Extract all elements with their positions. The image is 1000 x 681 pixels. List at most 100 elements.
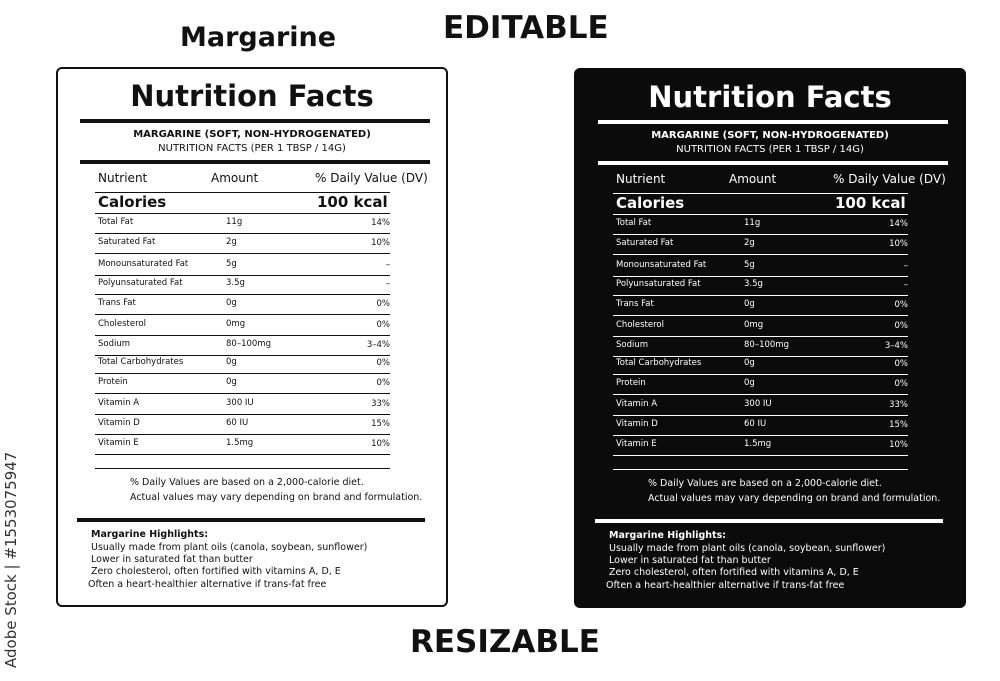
nutrient-name: Sodium bbox=[616, 340, 649, 350]
nutrient-name: Vitamin A bbox=[616, 399, 658, 409]
row-divider bbox=[95, 393, 390, 394]
nutrient-dv: 0% bbox=[894, 379, 909, 389]
divider-thick bbox=[77, 518, 425, 522]
highlight-item: Zero cholesterol, often fortified with v… bbox=[609, 567, 859, 578]
row-divider bbox=[613, 276, 908, 277]
divider-thick bbox=[80, 160, 430, 164]
nutrient-amount: 80–100mg bbox=[744, 340, 789, 350]
nutrient-name: Total Carbohydrates bbox=[98, 357, 184, 367]
nutrient-name: Vitamin E bbox=[616, 439, 657, 449]
nutrient-amount: 2g bbox=[226, 237, 237, 247]
footnote: % Daily Values are based on a 2,000-calo… bbox=[130, 477, 364, 488]
nutrient-amount: 5g bbox=[744, 260, 755, 270]
calories-label: Calories bbox=[98, 193, 167, 211]
resizable-caption: RESIZABLE bbox=[410, 624, 600, 660]
column-header-amount: Amount bbox=[729, 172, 777, 186]
nutrient-dv: 33% bbox=[889, 400, 908, 410]
nutrient-name: Sodium bbox=[98, 339, 131, 349]
nutrient-dv: 0% bbox=[376, 320, 391, 330]
divider-thick bbox=[598, 161, 948, 165]
highlight-item: Often a heart-healthier alternative if t… bbox=[88, 579, 327, 590]
row-divider bbox=[95, 414, 390, 415]
nutrient-dv: 10% bbox=[371, 238, 390, 248]
nutrient-amount: 5g bbox=[226, 259, 237, 269]
nutrient-amount: 0g bbox=[226, 298, 237, 308]
editable-caption: EDITABLE bbox=[443, 10, 609, 46]
nutrient-name: Monounsaturated Fat bbox=[98, 259, 189, 269]
nutrient-name: Polyunsaturated Fat bbox=[616, 279, 701, 289]
nutrient-name: Trans Fat bbox=[616, 299, 654, 309]
highlight-item: Lower in saturated fat than butter bbox=[609, 555, 771, 566]
nutrient-amount: 3.5g bbox=[226, 278, 245, 288]
nutrient-dv: 3–4% bbox=[366, 340, 390, 350]
highlight-item: Zero cholesterol, often fortified with v… bbox=[91, 566, 341, 577]
nutrient-amount: 11g bbox=[226, 217, 243, 227]
row-divider bbox=[613, 435, 908, 436]
nutrient-dv: 33% bbox=[371, 399, 390, 409]
highlight-item: Usually made from plant oils (canola, so… bbox=[609, 543, 886, 554]
nutrient-dv: 0% bbox=[376, 358, 391, 368]
product-subtitle: MARGARINE (SOFT, NON-HYDROGENATED) bbox=[651, 130, 889, 141]
calories-label: Calories bbox=[616, 194, 685, 212]
footnote: Actual values may vary depending on bran… bbox=[648, 493, 941, 504]
nutrient-amount: 80–100mg bbox=[226, 339, 271, 349]
nutrient-amount: 1.5mg bbox=[744, 439, 772, 449]
divider bbox=[95, 213, 390, 214]
calories-value: 100 kcal bbox=[835, 194, 906, 212]
nutrient-dv: 15% bbox=[371, 419, 390, 429]
nutrient-dv: 0% bbox=[894, 321, 909, 331]
nutrient-amount: 11g bbox=[744, 218, 761, 228]
divider bbox=[613, 469, 908, 470]
stock-watermark: Adobe Stock | #1553075947 bbox=[2, 451, 20, 668]
row-divider bbox=[613, 415, 908, 416]
nutrient-amount: 0g bbox=[744, 358, 755, 368]
nutrient-dv: 0% bbox=[376, 299, 391, 309]
calories-value: 100 kcal bbox=[317, 193, 388, 211]
row-divider bbox=[613, 254, 908, 255]
column-header-nutrient: Nutrient bbox=[616, 172, 666, 186]
nutrient-amount: 0mg bbox=[744, 320, 764, 330]
divider-thick bbox=[598, 120, 948, 124]
nutrient-dv: 0% bbox=[376, 378, 391, 388]
row-divider bbox=[613, 336, 908, 337]
row-divider bbox=[95, 233, 390, 234]
nutrient-name: Vitamin D bbox=[98, 418, 140, 428]
nutrient-name: Total Fat bbox=[98, 217, 134, 227]
divider bbox=[95, 468, 390, 469]
divider-thick bbox=[80, 119, 430, 123]
highlight-item: Lower in saturated fat than butter bbox=[91, 554, 253, 565]
nutrient-dv: 0% bbox=[894, 359, 909, 369]
row-divider bbox=[95, 275, 390, 276]
nutrient-name: Total Fat bbox=[616, 218, 652, 228]
product-subtitle: MARGARINE (SOFT, NON-HYDROGENATED) bbox=[133, 129, 371, 140]
column-header-amount: Amount bbox=[211, 171, 259, 185]
row-divider bbox=[95, 253, 390, 254]
footnote: % Daily Values are based on a 2,000-calo… bbox=[648, 478, 882, 489]
nutrient-amount: 0g bbox=[226, 357, 237, 367]
product-title: Margarine bbox=[180, 22, 337, 53]
nutrient-name: Vitamin E bbox=[98, 438, 139, 448]
column-header-nutrient: Nutrient bbox=[98, 171, 148, 185]
serving-info: NUTRITION FACTS (PER 1 TBSP / 14G) bbox=[158, 143, 346, 154]
nutrition-label-light: Nutrition Facts MARGARINE (SOFT, NON-HYDR… bbox=[56, 67, 448, 607]
nutrient-name: Cholesterol bbox=[616, 320, 664, 330]
column-header-dv: % Daily Value (DV) bbox=[833, 172, 946, 186]
highlights-title: Margarine Highlights: bbox=[91, 529, 209, 540]
nutrient-amount: 0mg bbox=[226, 319, 246, 329]
row-divider bbox=[95, 434, 390, 435]
nutrient-amount: 0g bbox=[744, 299, 755, 309]
highlights-title: Margarine Highlights: bbox=[609, 530, 727, 541]
row-divider bbox=[95, 355, 390, 356]
nutrient-dv: 10% bbox=[889, 440, 908, 450]
divider-thick bbox=[595, 519, 943, 523]
nutrient-dv: – bbox=[385, 260, 390, 270]
nutrition-label-dark: Nutrition Facts MARGARINE (SOFT, NON-HYDR… bbox=[574, 68, 966, 608]
row-divider bbox=[613, 356, 908, 357]
row-divider bbox=[95, 314, 390, 315]
nutrient-name: Protein bbox=[98, 377, 128, 387]
nutrient-name: Monounsaturated Fat bbox=[616, 260, 707, 270]
nutrient-amount: 300 IU bbox=[226, 398, 254, 408]
highlight-item: Usually made from plant oils (canola, so… bbox=[91, 542, 368, 553]
row-divider bbox=[95, 454, 390, 455]
row-divider bbox=[613, 315, 908, 316]
